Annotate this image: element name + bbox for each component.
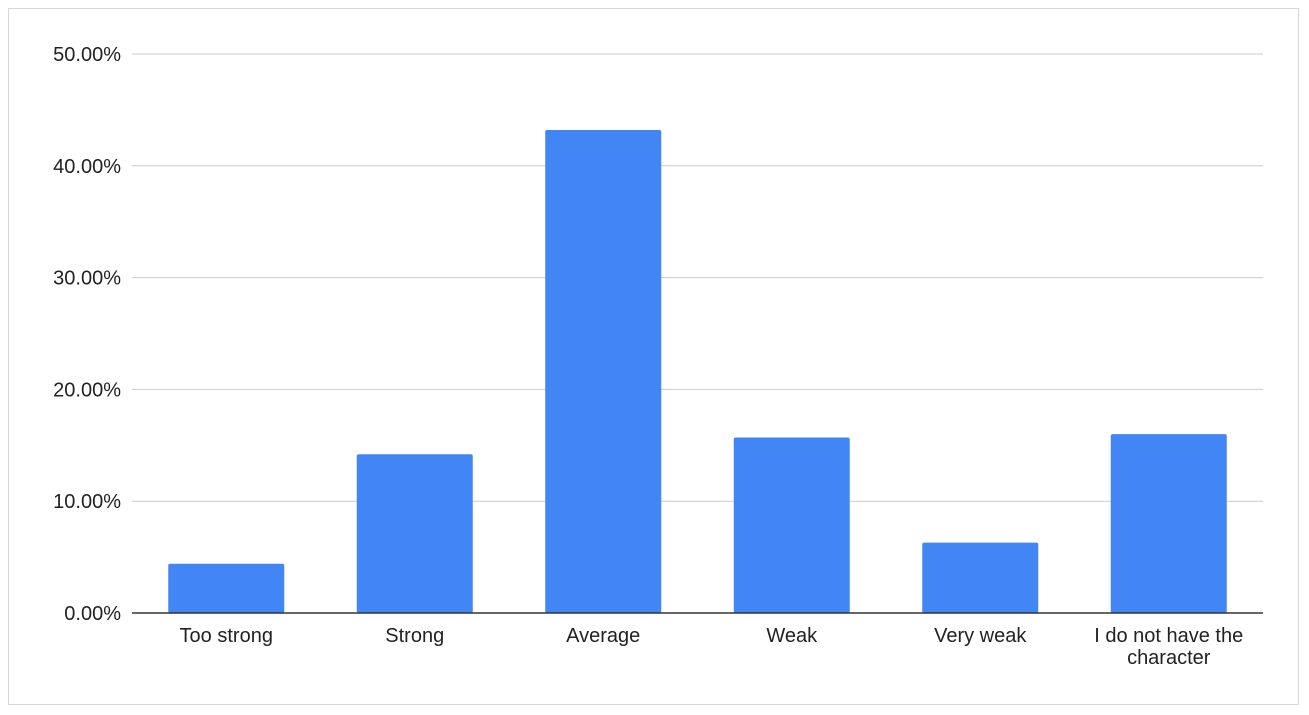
bar — [1110, 434, 1227, 613]
x-tick-label-line: Strong — [385, 625, 444, 647]
x-tick-label-line: I do not have the — [1094, 625, 1243, 647]
x-tick-label: I do not have the character — [1094, 625, 1243, 669]
gridlines — [132, 53, 1263, 502]
bar — [733, 437, 850, 613]
bar — [922, 542, 1039, 613]
x-tick-label: Strong — [385, 625, 444, 647]
x-tick-label: Average — [566, 625, 640, 647]
y-tick-label: 30.00% — [53, 268, 121, 290]
y-tick-label: 20.00% — [53, 379, 121, 401]
x-tick-labels: Too strong Strong Average Weak Very weak I do… — [180, 625, 1244, 669]
x-tick-label-line: Weak — [766, 625, 818, 647]
bar — [545, 130, 662, 614]
x-tick-label-line: character — [1127, 647, 1211, 669]
bar — [168, 563, 285, 613]
x-tick-label: Too strong — [180, 625, 273, 647]
y-tick-label: 50.00% — [53, 44, 121, 66]
x-tick-label-line: Too strong — [180, 625, 273, 647]
bar — [356, 454, 473, 613]
x-tick-label-line: Very weak — [934, 625, 1027, 647]
x-tick-label-line: Average — [566, 625, 640, 647]
y-tick-labels: 0.00% 10.00% 20.00% 30.00% 40.00% 50.00% — [53, 44, 121, 625]
x-tick-label: Very weak — [934, 625, 1027, 647]
x-tick-label: Weak — [766, 625, 818, 647]
y-tick-label: 40.00% — [53, 156, 121, 178]
y-tick-label: 10.00% — [53, 491, 121, 513]
y-tick-label: 0.00% — [64, 603, 121, 625]
bars — [168, 130, 1227, 614]
